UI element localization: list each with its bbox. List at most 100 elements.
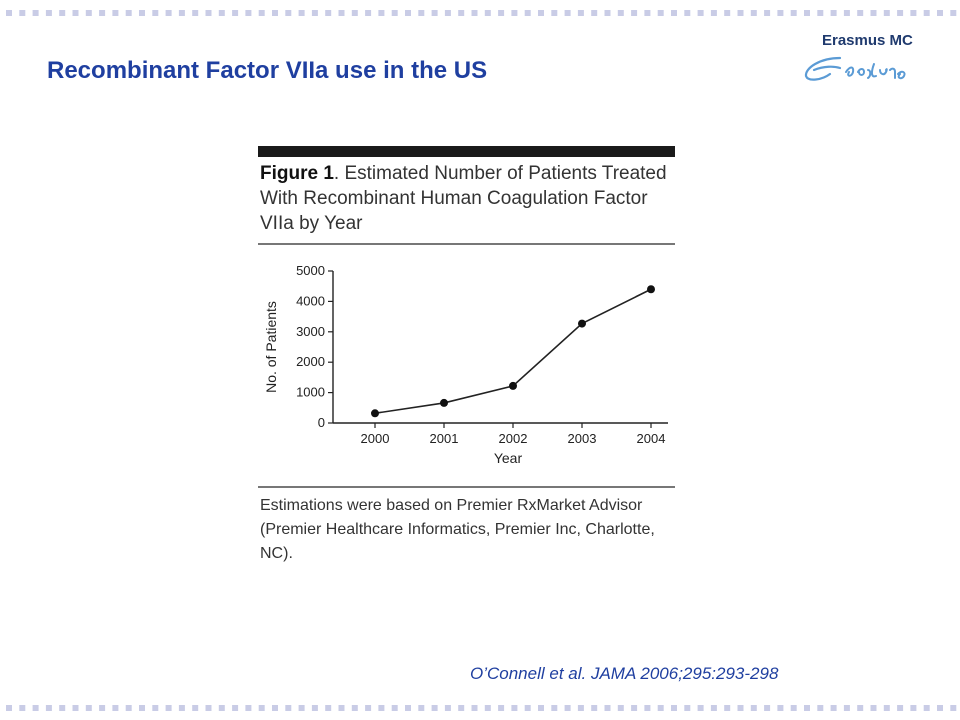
border-dot [524,10,531,16]
border-dot [857,705,864,711]
border-dot [139,10,145,16]
border-dot [112,10,119,16]
border-dot [923,10,930,16]
border-dot [178,10,185,16]
border-dot [631,10,638,16]
note-divider [258,486,675,488]
figure-label: Figure 1 [260,163,334,184]
border-dot [511,10,518,16]
border-dot [923,705,930,711]
line-chart: 0 1000 2000 3000 4000 5000 2000 2001 2002 2003 200… [263,263,668,466]
figure-top-bar [258,146,675,157]
border-dot [604,10,611,16]
border-dot [710,10,717,16]
bottom-dotted-border [6,705,957,711]
border-dot [950,10,957,16]
border-dot [6,705,12,711]
data-point [440,398,448,407]
border-dot [85,10,92,16]
border-dot [205,10,212,16]
border-dot [19,705,26,711]
border-dot [431,705,438,711]
border-dot [937,705,943,711]
border-dot [32,705,39,711]
border-dot [418,705,425,711]
erasmus-signature-icon [804,56,906,81]
y-tick-label: 1000 [296,385,325,400]
journal-figure: Figure 1. Estimated Number of Patients T… [258,146,675,566]
border-dot [338,705,345,711]
erasmus-mc-logo: Erasmus MC [800,28,940,98]
border-dot [458,705,465,711]
border-dot [684,10,691,16]
border-dot [272,705,278,711]
border-dot [125,705,132,711]
logo-wordmark: Erasmus MC [822,32,913,49]
border-dot [232,705,239,711]
border-dot [232,10,239,16]
border-dot [883,705,890,711]
border-dot [604,705,611,711]
border-dot [804,705,810,711]
border-dot [551,10,558,16]
border-dot [125,10,132,16]
border-dot [750,705,757,711]
border-dot [6,10,12,16]
border-dot [591,10,598,16]
border-dot [857,10,864,16]
border-dot [897,10,904,16]
border-dot [152,10,159,16]
border-dot [511,705,518,711]
border-dot [764,705,771,711]
border-dot [843,705,850,711]
border-dot [458,10,465,16]
y-tick-label: 2000 [296,354,325,369]
data-point [371,409,379,418]
border-dot [737,10,744,16]
border-dot [551,705,558,711]
border-dot [444,10,451,16]
border-dot [192,705,199,711]
border-dot [671,705,677,711]
border-dot [418,10,425,16]
border-dot [817,10,824,16]
border-dot [298,705,305,711]
top-dotted-border [6,10,957,16]
border-dot [391,10,398,16]
border-dot [338,10,345,16]
x-tick-label: 2000 [361,431,390,446]
border-dot [750,10,757,16]
border-dot [617,10,624,16]
border-dot [272,10,278,16]
border-dot [45,705,52,711]
border-dot [883,10,890,16]
border-dot [165,10,172,16]
y-tick-label: 0 [318,415,325,430]
border-dot [564,705,571,711]
x-tick-label: 2004 [637,431,666,446]
border-dot [777,705,784,711]
border-dot [99,10,106,16]
border-dot [644,705,651,711]
border-dot [484,705,491,711]
border-dot [684,705,691,711]
border-dot [724,10,731,16]
border-dot [444,705,451,711]
border-dot [484,10,491,16]
border-dot [365,10,372,16]
border-dot [697,705,704,711]
border-dot [564,10,571,16]
border-dot [737,705,744,711]
border-dot [405,705,411,711]
border-dot [870,705,877,711]
border-dot [85,705,92,711]
border-dot [657,705,664,711]
border-dot [498,10,505,16]
border-dot [910,705,917,711]
border-dot [498,705,505,711]
border-dot [777,10,784,16]
border-dot [45,10,52,16]
border-dot [59,10,66,16]
y-tick-label: 3000 [296,324,325,339]
border-dot [285,10,292,16]
